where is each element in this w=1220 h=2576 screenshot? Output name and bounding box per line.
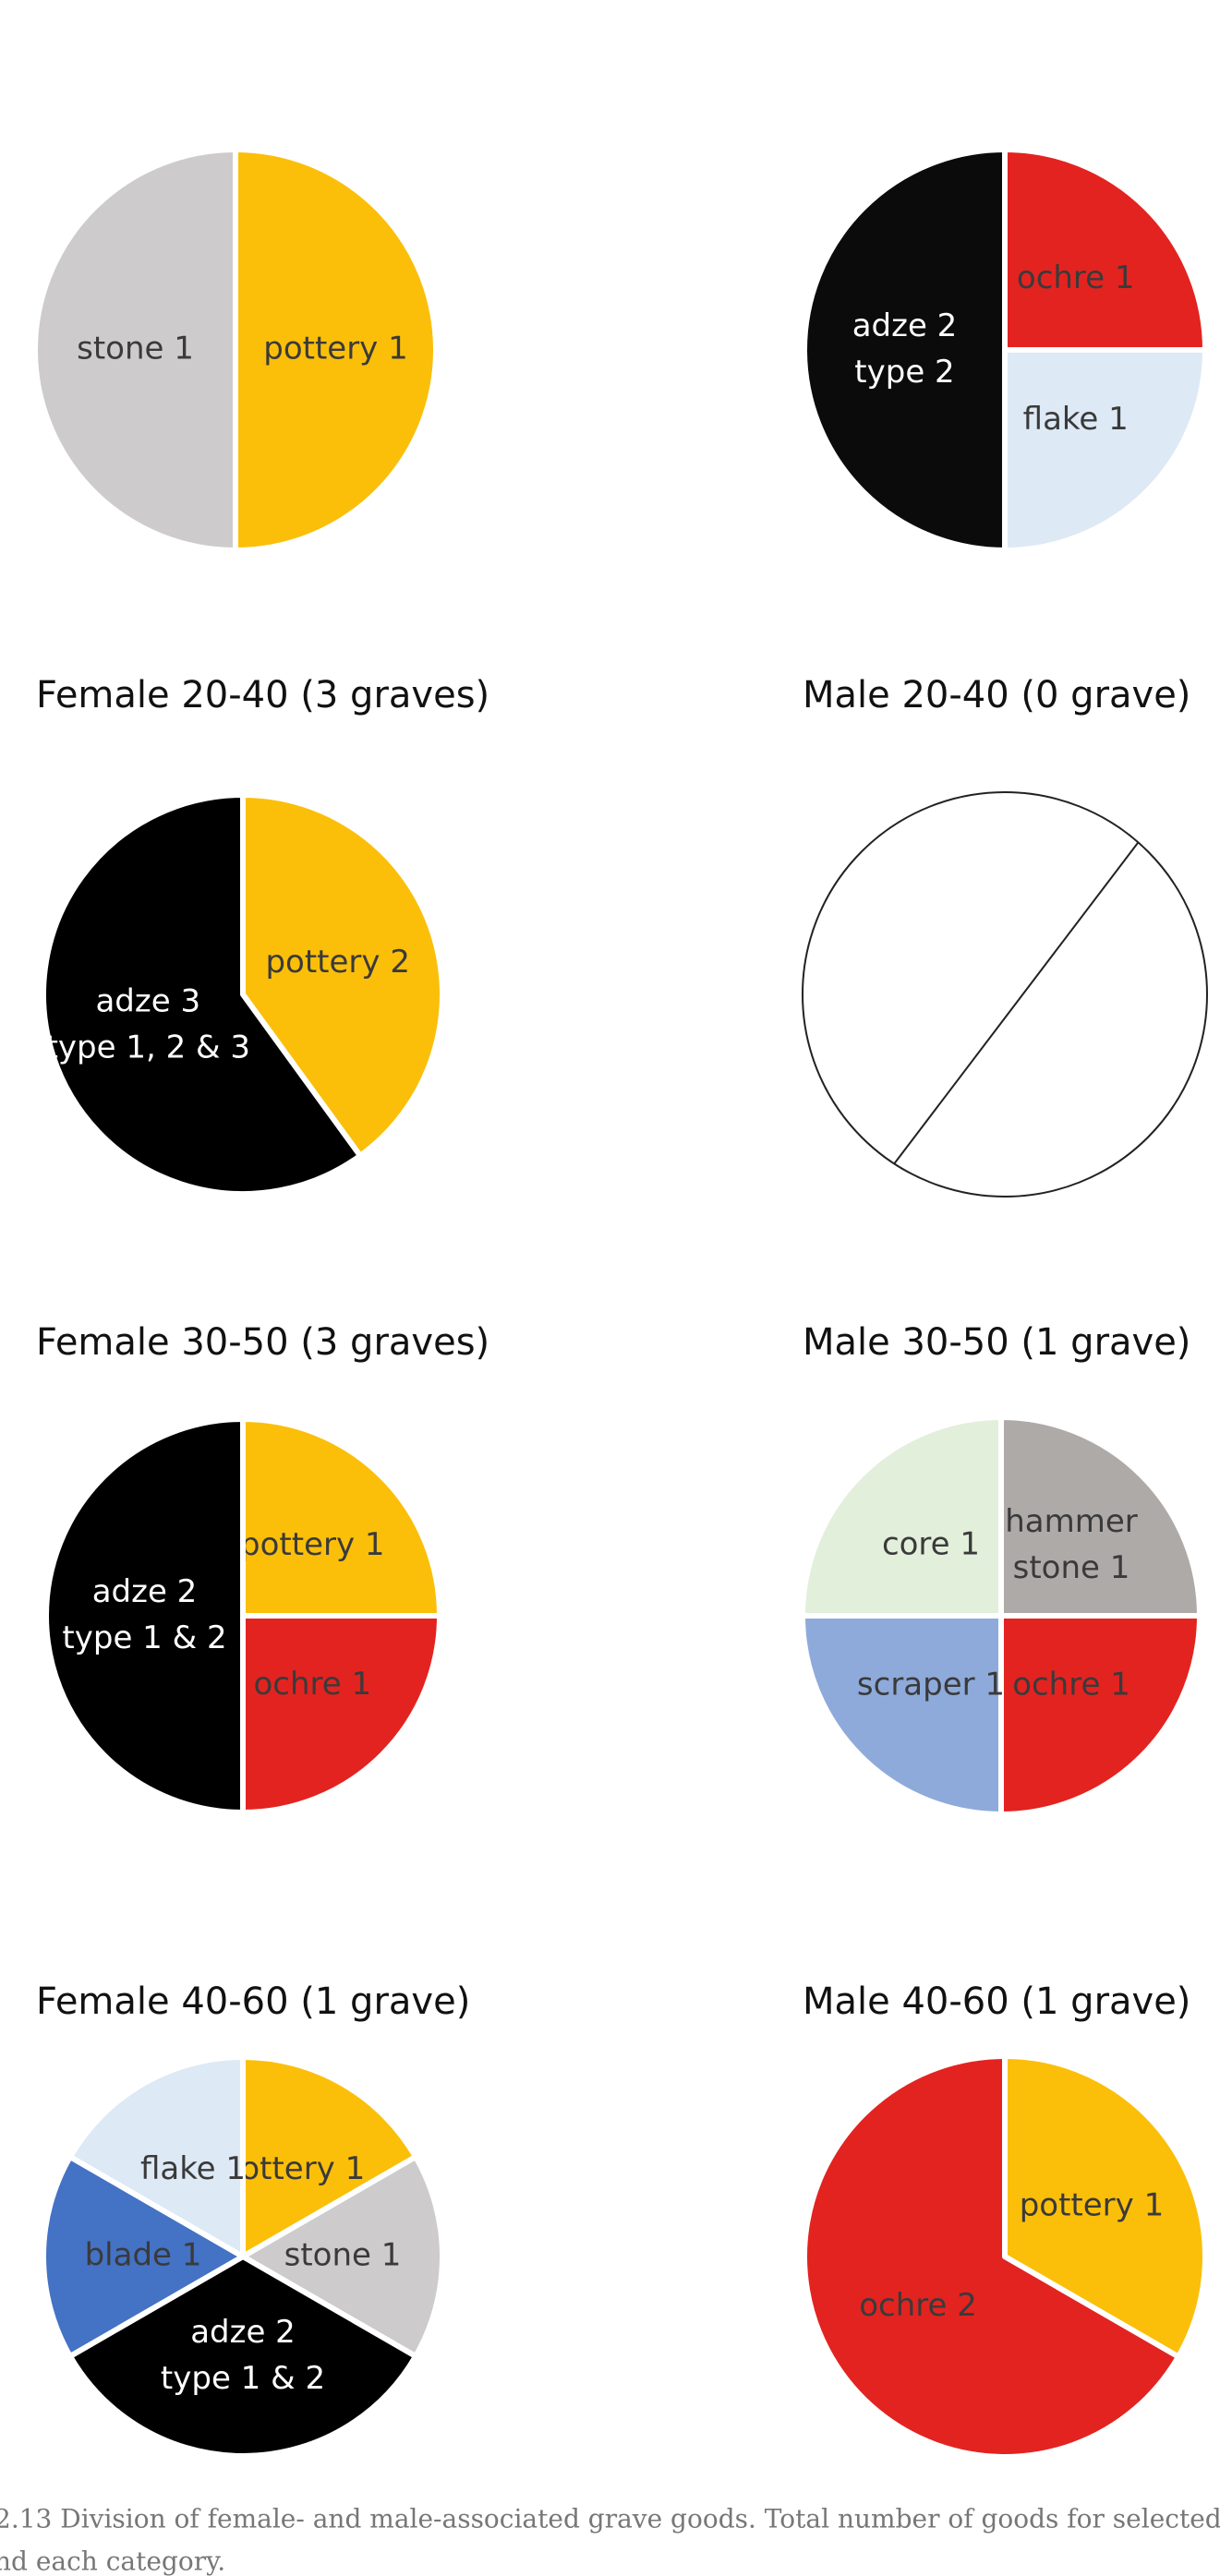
caption: 2.13 Division of female- and male-associ…: [0, 2504, 1220, 2534]
pie-slice: [32, 147, 238, 553]
pie-slice: [240, 2054, 419, 2259]
slice-label: ochre 2: [859, 2287, 977, 2324]
slice-label: scraper 1: [857, 1667, 1005, 1703]
slice-label: stone 1: [77, 331, 194, 367]
pie-slice: [41, 792, 363, 1197]
chart-title: Female 30-50 (3 graves): [36, 1321, 489, 1364]
slice-label: blade 1: [85, 2237, 202, 2274]
slice-label: ochre 1: [1012, 1667, 1130, 1703]
pie-slice: [240, 1613, 442, 1815]
pie-slice: [240, 1416, 442, 1619]
chart-title: Female 40-60 (1 grave): [36, 1980, 470, 2023]
chart-title: Male 30-50 (1 grave): [803, 1321, 1190, 1364]
empty-pie: [802, 791, 1208, 1198]
caption: nd each category.: [0, 2546, 225, 2576]
divider: [893, 841, 1140, 1164]
slice-label: core 1: [882, 1525, 980, 1562]
chart-title: Male 40-60 (1 grave): [803, 1980, 1190, 2023]
pie-slice: [233, 147, 439, 553]
pie-slice: [43, 1416, 246, 1815]
pie-slice: [1002, 2053, 1208, 2360]
pie-slice: [998, 1613, 1202, 1817]
slice-label: ochre 1: [1017, 259, 1135, 296]
pie-slice: [802, 2053, 1181, 2460]
pie-slice: [66, 2254, 419, 2459]
pie-slice: [240, 792, 445, 1159]
pie-slice: [240, 2154, 445, 2359]
pie-slice: [800, 1613, 1004, 1817]
pie-slice: [66, 2054, 246, 2259]
slice-label: adze 2 type 1 & 2: [62, 1573, 226, 1656]
pie-slice: [800, 1414, 1004, 1619]
slice-label: pottery 1: [263, 331, 408, 367]
slice-label: adze 2 type 2: [852, 307, 958, 391]
pie-slice: [802, 147, 1008, 553]
pie-slice: [998, 1414, 1202, 1619]
pie-slice: [1002, 347, 1208, 553]
slice-label: pottery 2: [265, 944, 410, 981]
slice-label: pottery 1: [1020, 2186, 1165, 2223]
slice-label: pottery 1: [240, 1526, 385, 1563]
chart-title: Male 20-40 (0 grave): [803, 674, 1190, 716]
slice-label: flake 1: [1023, 401, 1129, 438]
slice-label: adze 2 type 1 & 2: [161, 2314, 325, 2397]
slice-label: stone 1: [284, 2237, 402, 2274]
slice-label: hammer stone 1: [1005, 1502, 1138, 1585]
pie-slice: [1002, 147, 1208, 353]
slice-label: ochre 1: [253, 1666, 371, 1703]
chart-title: Female 20-40 (3 graves): [36, 674, 489, 716]
slice-label: flake 1: [140, 2150, 246, 2187]
slice-label: adze 3 type 1, 2 & 3: [46, 982, 250, 1065]
pie-slice: [41, 2154, 246, 2359]
